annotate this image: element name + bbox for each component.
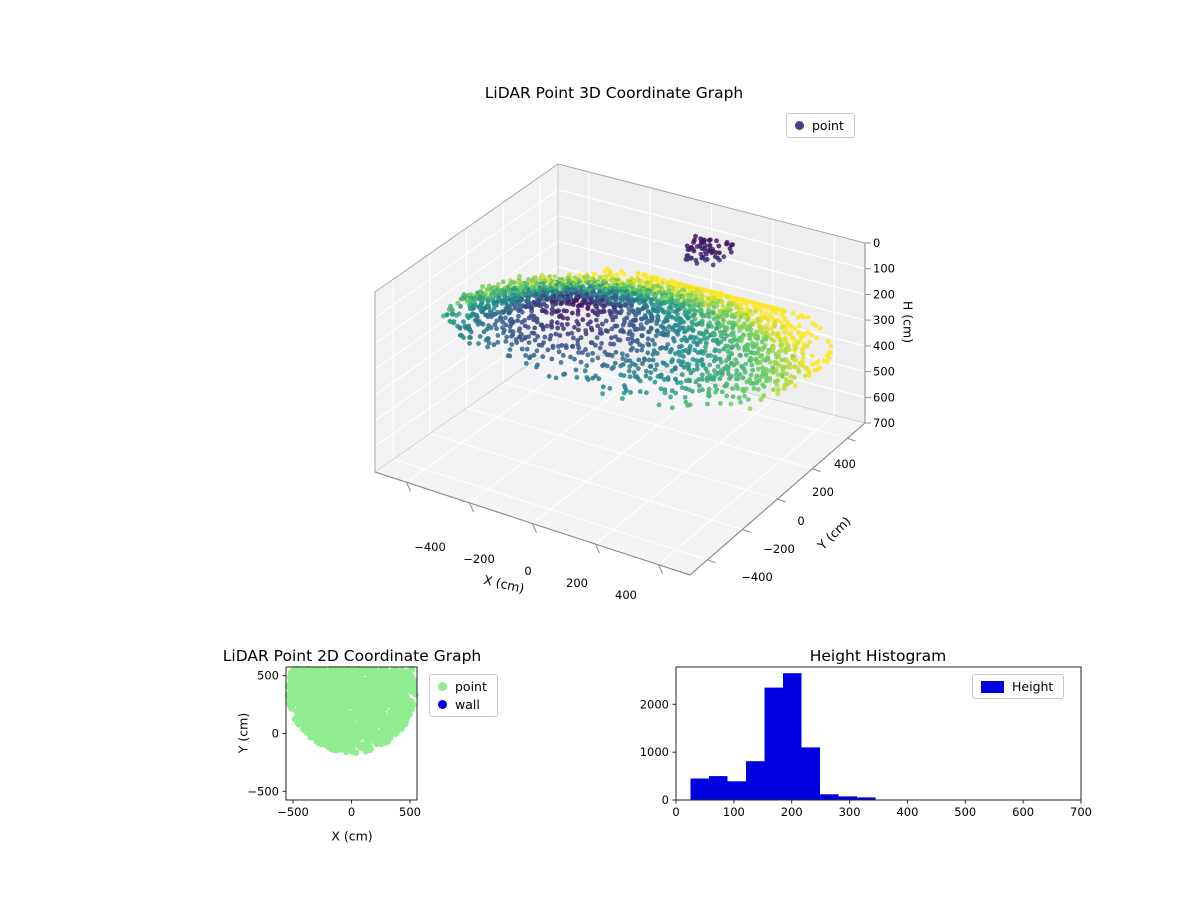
plot3d-tick-labels: −400−2000200400−400−20002004000100200300… [414,236,895,602]
plot2d-xaxis-label: X (cm) [331,828,373,844]
svg-text:0: 0 [797,514,804,528]
plot2d-legend-label-wall: wall [455,697,480,712]
histogram-axes: 0 100 200 300 400 500 600 700 0 1000 2000 [640,666,1092,819]
plot2d-legend-item-wall: wall [438,697,487,712]
svg-text:100: 100 [873,262,895,276]
histogram-legend-item-height: Height [981,679,1053,694]
histogram-bars [690,673,876,800]
svg-text:−500: −500 [277,805,309,819]
svg-text:500: 500 [873,365,895,379]
svg-text:200: 200 [781,805,803,819]
svg-text:−400: −400 [741,570,773,584]
plot2d-legend: point wall [429,674,498,717]
plot2d-legend-label-point: point [455,679,487,694]
svg-text:600: 600 [1012,805,1034,819]
plot3d-legend-item-point: point [795,118,844,133]
svg-text:200: 200 [873,287,895,301]
plot3d-legend-label: point [812,118,844,133]
svg-text:200: 200 [812,485,834,499]
svg-text:−200: −200 [463,552,495,566]
svg-text:300: 300 [839,805,861,819]
svg-text:0: 0 [662,793,669,807]
svg-text:300: 300 [873,313,895,327]
svg-text:700: 700 [873,416,895,430]
svg-text:700: 700 [1070,805,1092,819]
plot2d-legend-item-point: point [438,679,487,694]
svg-text:500: 500 [954,805,976,819]
svg-text:500: 500 [257,669,279,683]
svg-text:400: 400 [834,457,856,471]
svg-text:100: 100 [723,805,745,819]
height-bar-marker-icon [981,680,1004,693]
histogram-tick-labels: 0 100 200 300 400 500 600 700 0 1000 2000 [640,697,1092,819]
svg-text:500: 500 [399,805,421,819]
plot3d-title: LiDAR Point 3D Coordinate Graph [484,84,744,102]
svg-text:0: 0 [272,727,279,741]
histogram-legend: Height [972,674,1065,699]
svg-text:1000: 1000 [640,745,669,759]
svg-text:−500: −500 [247,784,279,798]
svg-text:0: 0 [524,564,531,578]
plot3d-axes: −400−2000200400−400−20002004000100200300… [374,163,895,602]
svg-text:−400: −400 [414,540,446,554]
svg-text:400: 400 [873,339,895,353]
2d-point-cloud [284,665,419,756]
svg-text:−200: −200 [763,542,795,556]
plot2d-tick-labels: −500 0 500 −500 0 500 [247,669,421,819]
svg-text:200: 200 [566,576,588,590]
point-marker-icon [795,121,804,130]
svg-text:600: 600 [873,390,895,404]
svg-text:400: 400 [615,588,637,602]
plot3d-zaxis-label: H (cm) [900,300,916,344]
histogram-legend-label: Height [1012,679,1054,694]
plot3d-axis-lines [374,242,871,576]
plot2d-axes: −500 0 500 −500 0 500 [247,665,421,819]
svg-text:0: 0 [672,805,679,819]
svg-text:2000: 2000 [640,697,669,711]
svg-text:0: 0 [348,805,355,819]
plot2d-yaxis-label: Y (cm) [235,712,251,754]
3d-point-cloud [441,233,834,411]
wall-marker-icon [438,700,447,709]
svg-text:0: 0 [873,236,880,250]
svg-text:400: 400 [896,805,918,819]
point-marker-icon [438,682,447,691]
plot2d-title: LiDAR Point 2D Coordinate Graph [222,647,482,665]
histogram-title: Height Histogram [809,647,947,665]
plot3d-legend: point [786,113,855,138]
